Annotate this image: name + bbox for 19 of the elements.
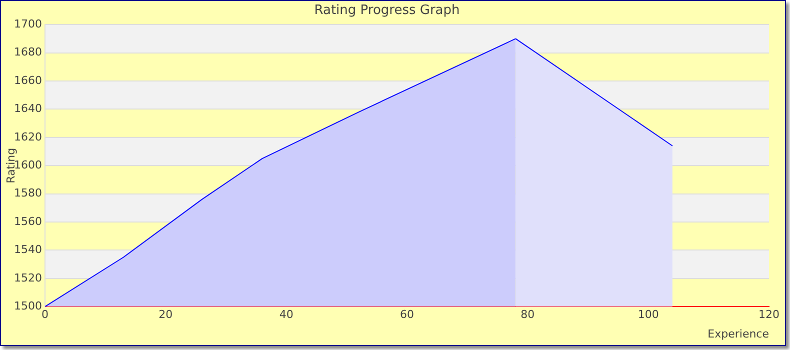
y-tick-label: 1500: [14, 299, 42, 312]
y-tick-label: 1540: [14, 243, 42, 256]
x-tick-label: 80: [520, 308, 535, 322]
y-tick-label: 1580: [14, 186, 42, 200]
y-tick-label: 1640: [14, 102, 42, 116]
y-tick-label: 1520: [14, 271, 42, 284]
y-tick-label: 1620: [14, 130, 42, 144]
y-tick-label: 1660: [14, 74, 42, 87]
x-tick-label: 120: [758, 308, 780, 322]
y-tick-label: 1680: [14, 46, 42, 59]
x-tick-label: 100: [638, 308, 659, 322]
x-tick-label: 40: [279, 308, 294, 322]
x-tick-label: 60: [400, 308, 414, 322]
x-tick-label: 20: [158, 308, 173, 322]
chart-title: Rating Progress Graph: [314, 3, 460, 18]
y-tick-label: 1560: [14, 214, 42, 228]
x-axis-title: Experience: [708, 327, 770, 340]
x-tick-label: 0: [42, 308, 48, 322]
y-tick-label: 1700: [14, 17, 42, 30]
